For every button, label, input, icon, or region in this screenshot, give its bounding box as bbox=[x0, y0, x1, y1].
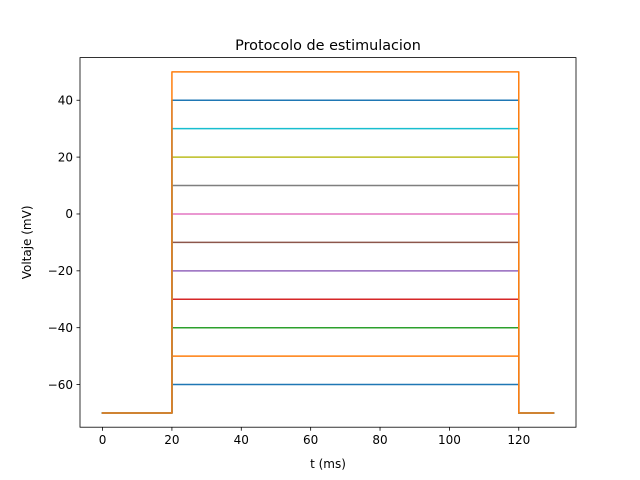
series-layer bbox=[101, 71, 555, 414]
x-tick-label: 80 bbox=[372, 433, 387, 447]
series-line-11 bbox=[101, 71, 555, 414]
y-axis-label: Voltaje (mV) bbox=[20, 205, 34, 279]
y-tick-label: 0 bbox=[65, 207, 73, 221]
x-tick-label: 60 bbox=[303, 433, 318, 447]
x-tick-label: 0 bbox=[99, 433, 107, 447]
x-axis-label: t (ms) bbox=[310, 457, 346, 471]
x-tick-label: 40 bbox=[234, 433, 249, 447]
y-tick-label: −60 bbox=[48, 378, 73, 392]
x-axis: 0 20 40 60 80 100 120 bbox=[99, 427, 530, 447]
x-tick-label: 120 bbox=[507, 433, 530, 447]
x-tick-label: 20 bbox=[164, 433, 179, 447]
plot-area bbox=[79, 57, 577, 428]
x-tick-label: 100 bbox=[438, 433, 461, 447]
y-tick-label: −40 bbox=[48, 321, 73, 335]
y-tick-label: 20 bbox=[58, 150, 73, 164]
y-tick-label: 40 bbox=[58, 93, 73, 107]
chart-title: Protocolo de estimulacion bbox=[235, 38, 421, 54]
y-axis: −60 −40 −20 0 20 40 bbox=[48, 93, 80, 392]
plot-frame bbox=[79, 57, 577, 428]
y-tick-label: −20 bbox=[48, 264, 73, 278]
